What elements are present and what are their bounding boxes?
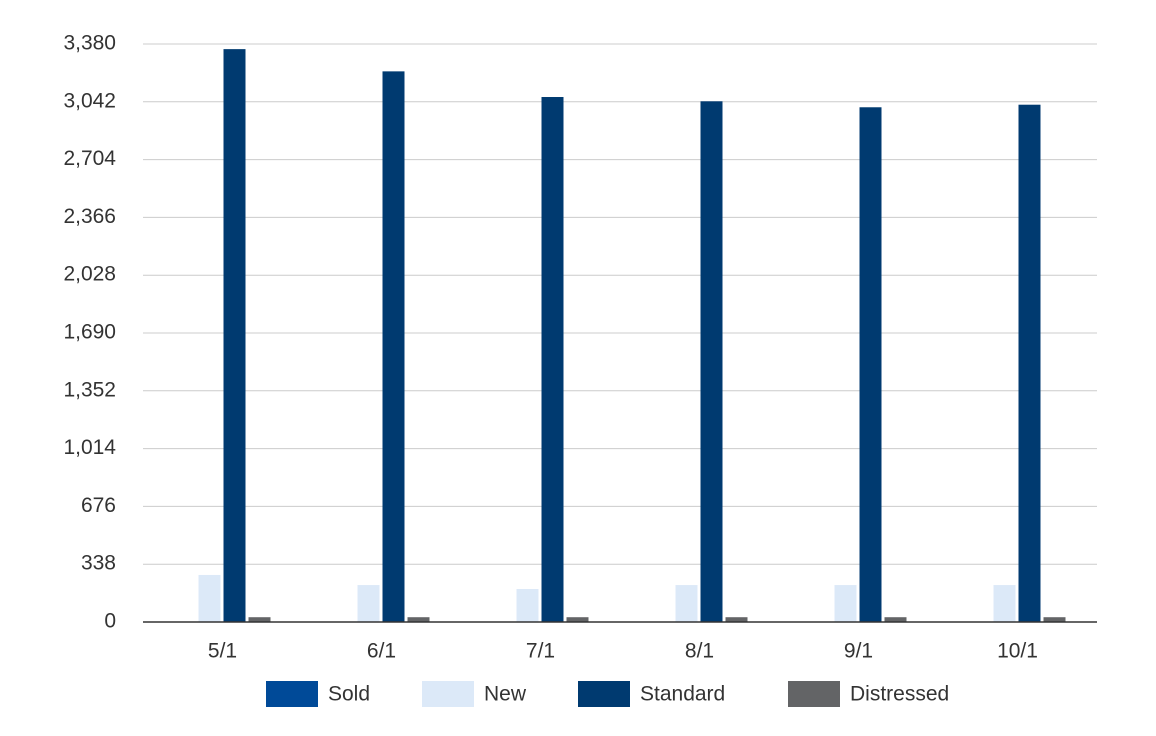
x-tick-label: 10/1 — [997, 640, 1038, 663]
y-tick-label: 3,380 — [63, 32, 116, 55]
bar — [566, 617, 589, 622]
y-tick-label: 338 — [81, 552, 116, 575]
y-tick-label: 2,704 — [63, 147, 116, 170]
bar — [357, 585, 380, 622]
y-tick-label: 1,690 — [63, 321, 116, 344]
y-tick-label: 676 — [81, 494, 116, 517]
legend-swatch — [788, 681, 840, 707]
bar — [1018, 104, 1041, 623]
legend-swatch — [266, 681, 318, 707]
y-tick-label: 1,352 — [63, 378, 116, 401]
y-tick-label: 2,366 — [63, 205, 116, 228]
bar — [993, 585, 1016, 622]
x-tick-label: 7/1 — [526, 640, 555, 663]
x-tick-label: 8/1 — [685, 640, 714, 663]
x-tick-label: 6/1 — [367, 640, 396, 663]
legend-label: Sold — [328, 683, 370, 706]
bar — [382, 71, 405, 622]
bar — [834, 585, 857, 622]
bar — [407, 617, 430, 622]
legend-swatch — [422, 681, 474, 707]
legend-swatch — [578, 681, 630, 707]
legend-label: Standard — [640, 683, 725, 706]
bar — [725, 617, 748, 622]
bar — [675, 585, 698, 622]
bar — [859, 107, 882, 622]
legend-label: Distressed — [850, 683, 949, 706]
x-tick-label: 5/1 — [208, 640, 237, 663]
y-tick-label: 0 — [104, 610, 116, 633]
y-tick-label: 3,042 — [63, 89, 116, 112]
bar — [198, 574, 221, 622]
y-tick-label: 1,014 — [63, 436, 116, 459]
bar — [516, 588, 539, 622]
bar — [223, 49, 246, 622]
legend-label: New — [484, 683, 527, 706]
bar — [248, 617, 271, 622]
bar — [700, 101, 723, 622]
y-tick-label: 2,028 — [63, 263, 116, 286]
bar — [541, 97, 564, 622]
bar — [884, 617, 907, 622]
x-tick-label: 9/1 — [844, 640, 873, 663]
bar — [1043, 617, 1066, 622]
